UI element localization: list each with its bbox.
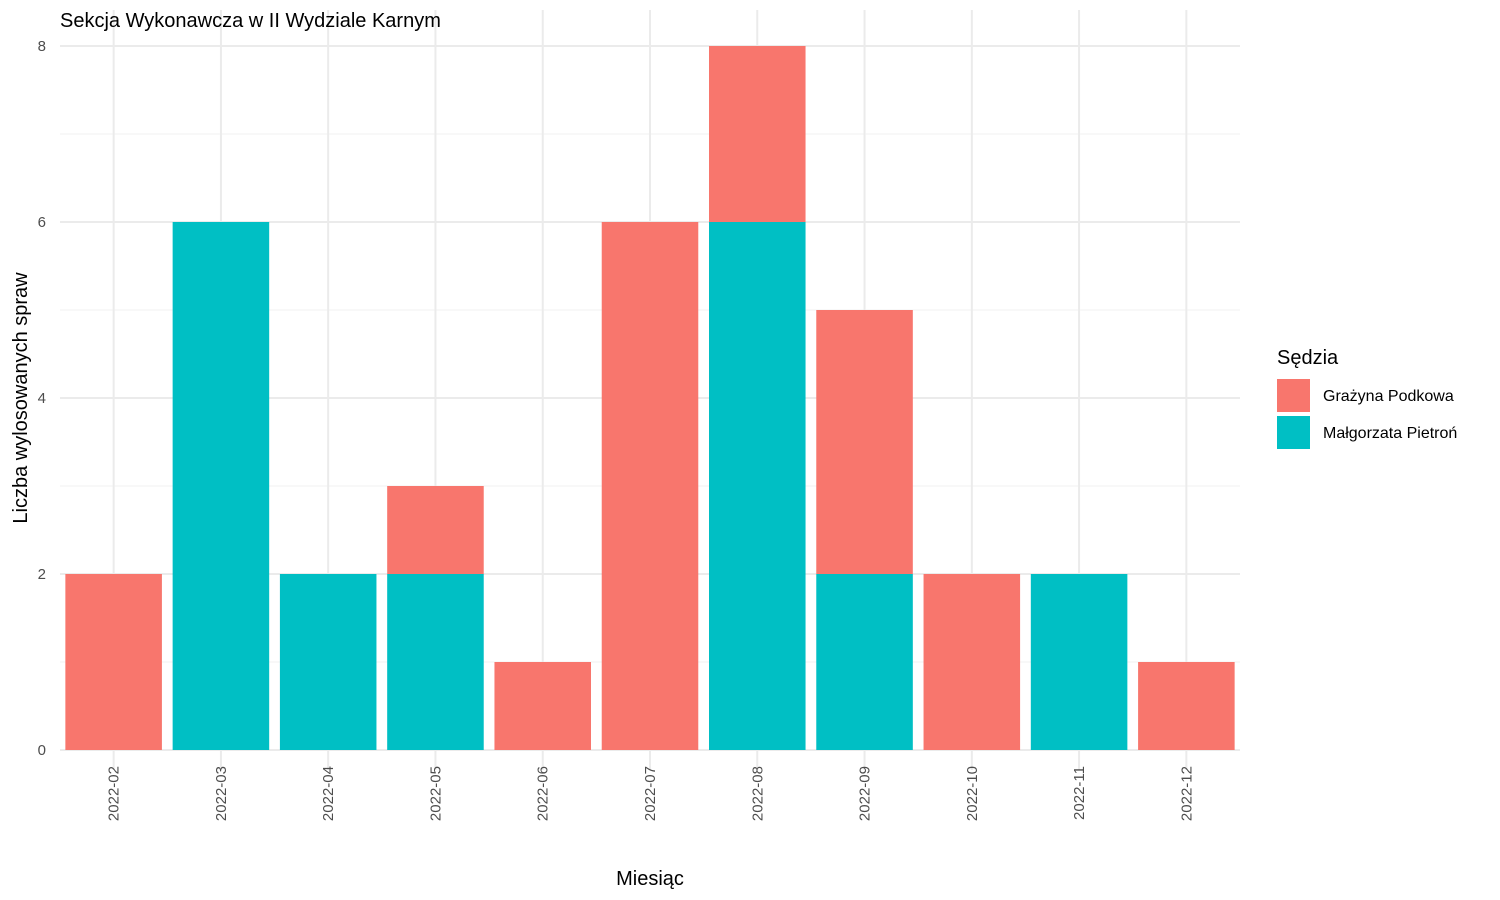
x-axis-title: Miesiąc — [616, 868, 684, 890]
legend: Sędzia Grażyna Podkowa Małgorzata Pietroń — [1277, 347, 1457, 449]
x-tick-label: 2022-11 — [1071, 766, 1088, 820]
y-tick-label: 0 — [38, 742, 46, 759]
legend-swatch — [1277, 379, 1310, 412]
y-tick-label: 4 — [38, 390, 46, 407]
bar-grażyna-podkowa-2022-05 — [387, 486, 484, 574]
bar-grażyna-podkowa-2022-02 — [65, 574, 162, 750]
x-tick-label: 2022-05 — [427, 766, 444, 821]
bar-małgorzata-pietroń-2022-05 — [387, 574, 484, 750]
bar-małgorzata-pietroń-2022-03 — [172, 222, 270, 750]
y-tick-label: 8 — [38, 38, 46, 55]
x-tick-label: 2022-06 — [535, 766, 552, 821]
x-tick-label: 2022-09 — [857, 766, 874, 821]
x-tick-label: 2022-02 — [106, 766, 123, 821]
x-axis-ticks: 2022-02 2022-03 2022-04 2022-05 2022-06 2022-… — [106, 766, 1196, 821]
bar-grażyna-podkowa-2022-08 — [709, 46, 806, 222]
bar-małgorzata-pietroń-2022-09 — [816, 574, 913, 750]
y-tick-label: 6 — [38, 214, 46, 231]
y-axis-title: Liczba wylosowanych spraw — [10, 272, 32, 524]
legend-label: Małgorzata Pietroń — [1323, 425, 1457, 442]
bar-grażyna-podkowa-2022-10 — [923, 574, 1021, 750]
bar-małgorzata-pietroń-2022-08 — [709, 222, 806, 750]
x-tick-label: 2022-12 — [1178, 766, 1195, 821]
y-axis-ticks: 0 2 4 6 8 — [38, 38, 46, 759]
bar-małgorzata-pietroń-2022-04 — [279, 574, 377, 750]
x-tick-label: 2022-08 — [749, 766, 766, 821]
bars — [65, 46, 1235, 750]
bar-grażyna-podkowa-2022-07 — [601, 222, 699, 750]
chart-title: Sekcja Wykonawcza w II Wydziale Karnym — [60, 10, 441, 32]
x-tick-label: 2022-04 — [320, 766, 337, 821]
x-tick-label: 2022-07 — [642, 766, 659, 821]
legend-swatch — [1277, 416, 1310, 449]
x-tick-label: 2022-03 — [213, 766, 230, 821]
x-tick-label: 2022-10 — [964, 766, 981, 821]
y-tick-label: 2 — [38, 566, 46, 583]
legend-items: Grażyna Podkowa Małgorzata Pietroń — [1277, 379, 1457, 449]
bar-małgorzata-pietroń-2022-11 — [1030, 574, 1128, 750]
bar-grażyna-podkowa-2022-12 — [1138, 662, 1235, 750]
bar-grażyna-podkowa-2022-09 — [816, 310, 913, 574]
legend-label: Grażyna Podkowa — [1323, 388, 1454, 405]
bar-grażyna-podkowa-2022-06 — [494, 662, 591, 750]
legend-title: Sędzia — [1277, 347, 1339, 369]
